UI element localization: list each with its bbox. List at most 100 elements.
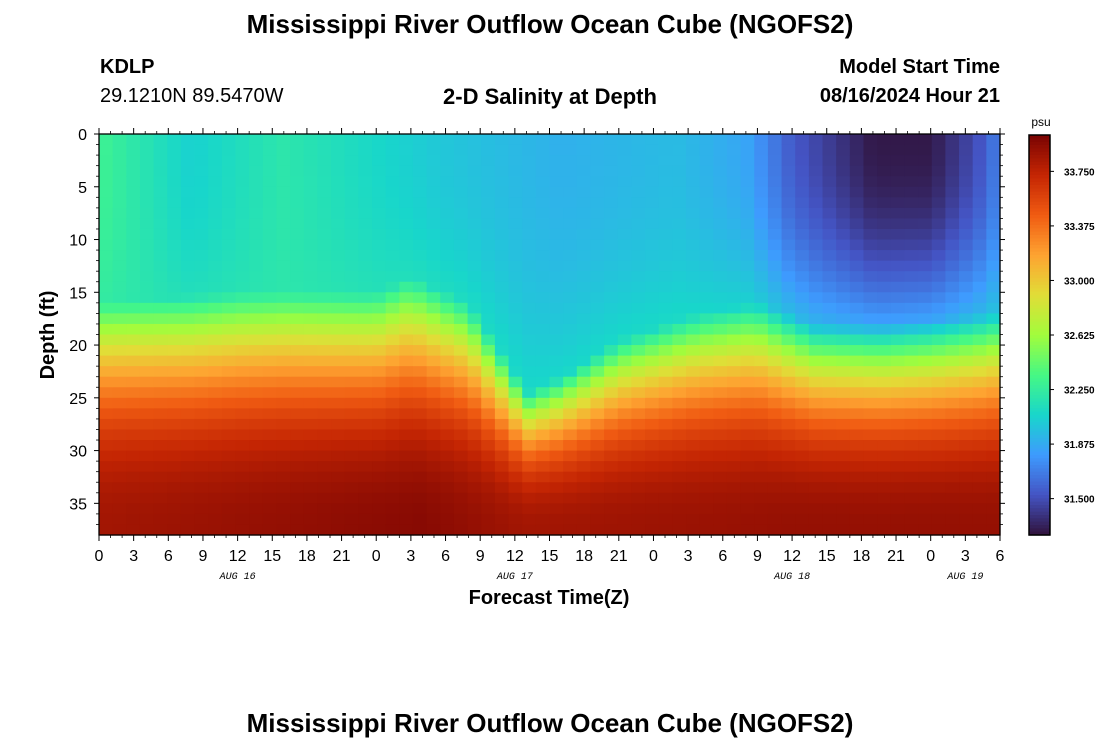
heatmap-cell — [754, 450, 769, 462]
heatmap-cell — [713, 228, 728, 241]
heatmap-cell — [931, 408, 946, 420]
heatmap-cell — [795, 408, 810, 420]
x-tick-label: 3 — [129, 548, 138, 565]
heatmap-cell — [494, 397, 510, 409]
heatmap-cell — [904, 471, 919, 483]
heatmap-cell — [836, 323, 851, 336]
heatmap-cell — [453, 397, 469, 409]
heatmap-cell — [767, 165, 783, 177]
heatmap-cell — [535, 503, 551, 515]
heatmap-cell — [740, 461, 755, 473]
heatmap-cell — [549, 313, 564, 325]
heatmap-cell — [508, 345, 523, 357]
heatmap-cell — [986, 450, 1001, 462]
heatmap-cell — [372, 197, 387, 209]
colorbar-segment — [1029, 408, 1050, 413]
heatmap-cell — [290, 513, 305, 526]
heatmap-cell — [412, 134, 428, 146]
x-tick-label: 15 — [541, 548, 559, 565]
colorbar-segment — [1029, 445, 1050, 449]
heatmap-cell — [235, 408, 250, 420]
heatmap-cell — [972, 323, 987, 336]
heatmap-cell — [617, 260, 633, 272]
heatmap-cell — [754, 345, 769, 357]
heatmap-cell — [590, 197, 605, 209]
colorbar-segment — [1029, 415, 1050, 419]
heatmap-cell — [126, 323, 141, 336]
heatmap-cell — [726, 429, 742, 441]
heatmap-cell — [959, 250, 974, 262]
heatmap-cell — [563, 450, 578, 462]
heatmap-cell — [290, 165, 305, 177]
heatmap-cell — [795, 524, 810, 536]
heatmap-cell — [508, 313, 523, 325]
heatmap-cell — [972, 503, 987, 515]
heatmap-cell — [849, 323, 865, 336]
heatmap-cell — [590, 323, 605, 336]
heatmap-cell — [604, 260, 619, 272]
heatmap-cell — [631, 218, 646, 230]
heatmap-cell — [317, 239, 332, 251]
heatmap-cell — [139, 461, 155, 473]
heatmap-cell — [412, 228, 428, 241]
heatmap-cell — [126, 218, 141, 230]
heatmap-cell — [808, 397, 824, 409]
heatmap-cell — [331, 429, 346, 441]
heatmap-cell — [904, 186, 919, 198]
heatmap-cell — [262, 165, 278, 177]
heatmap-cell — [890, 461, 906, 473]
heatmap-cell — [180, 176, 196, 188]
heatmap-cell — [713, 408, 728, 420]
heatmap-cell — [713, 144, 728, 156]
heatmap-cell — [153, 418, 168, 431]
heatmap-cell — [767, 418, 783, 431]
heatmap-cell — [358, 323, 373, 336]
heatmap-cell — [918, 218, 933, 230]
heatmap-cell — [931, 302, 946, 314]
heatmap-cell — [453, 186, 469, 198]
heatmap-cell — [372, 144, 387, 156]
heatmap-cell — [262, 471, 278, 483]
heatmap-cell — [549, 524, 564, 536]
heatmap-cell — [781, 366, 796, 378]
heatmap-cell — [767, 271, 783, 283]
heatmap-cell — [358, 429, 373, 441]
heatmap-cell — [235, 165, 250, 177]
heatmap-cell — [563, 207, 578, 220]
heatmap-cell — [863, 176, 878, 188]
heatmap-cell — [726, 155, 742, 167]
heatmap-cell — [726, 461, 742, 473]
heatmap-cell — [139, 186, 155, 198]
heatmap-cell — [358, 471, 373, 483]
heatmap-cell — [167, 323, 182, 336]
heatmap-cell — [440, 513, 455, 526]
heatmap-cell — [604, 513, 619, 526]
heatmap-cell — [494, 271, 510, 283]
heatmap-cell — [426, 387, 441, 399]
heatmap-cell — [795, 482, 810, 494]
heatmap-cell — [494, 176, 510, 188]
heatmap-cell — [440, 418, 455, 431]
heatmap-cell — [249, 176, 264, 188]
heatmap-cell — [890, 345, 906, 357]
heatmap-cell — [713, 218, 728, 230]
heatmap-cell — [658, 492, 673, 504]
heatmap-cell — [658, 429, 673, 441]
heatmap-cell — [604, 281, 619, 293]
heatmap-cell — [276, 408, 291, 420]
heatmap-cell — [576, 450, 592, 462]
heatmap-cell — [795, 355, 810, 367]
heatmap-cell — [781, 418, 796, 431]
heatmap-cell — [385, 313, 400, 325]
heatmap-cell — [276, 397, 291, 409]
heatmap-cell — [658, 313, 673, 325]
heatmap-cell — [344, 524, 359, 536]
heatmap-cell — [740, 228, 755, 241]
heatmap-cell — [467, 186, 482, 198]
heatmap-cell — [167, 524, 182, 536]
heatmap-cell — [658, 461, 673, 473]
heatmap-cell — [617, 471, 633, 483]
heatmap-cell — [372, 176, 387, 188]
heatmap-cell — [99, 450, 114, 462]
heatmap-cell — [918, 513, 933, 526]
